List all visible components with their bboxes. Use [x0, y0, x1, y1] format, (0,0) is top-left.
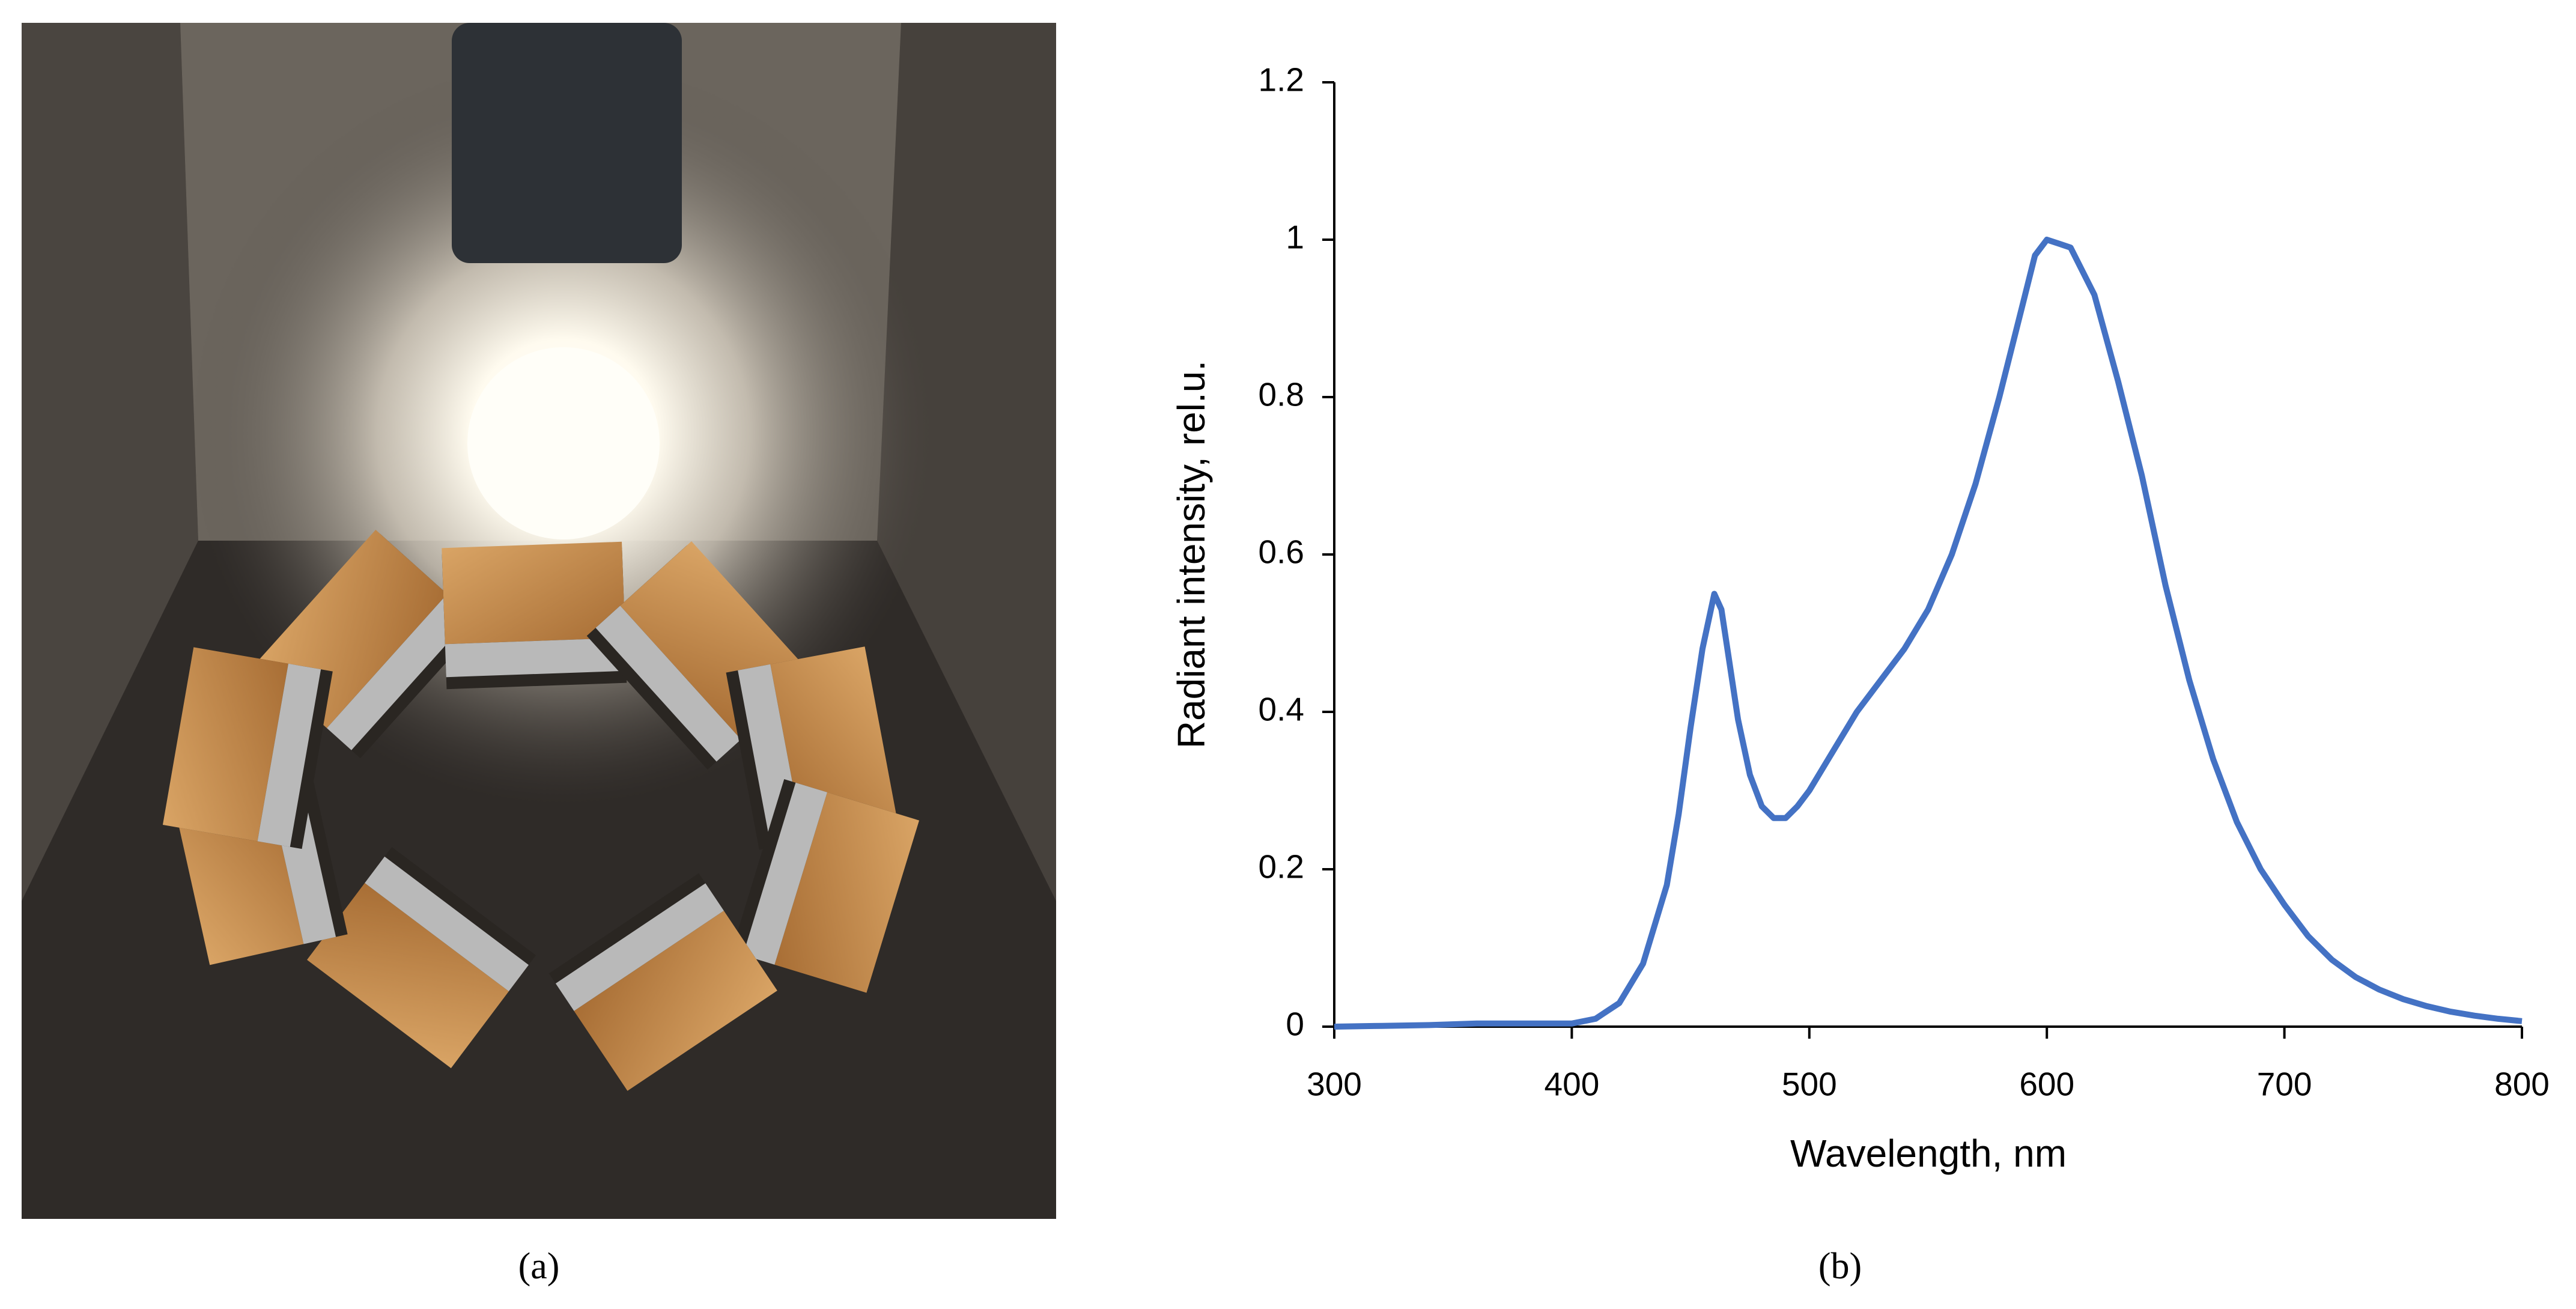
x-tick-label: 300 [1307, 1066, 1362, 1103]
caption: (b) [1818, 1246, 1862, 1287]
x-tick-label: 700 [2257, 1066, 2312, 1103]
data-line [1334, 237, 2523, 1030]
y-tick-label: 0.8 [1259, 376, 1304, 413]
sample-block [307, 846, 536, 1069]
sample-coating [257, 663, 321, 847]
sample-block [548, 873, 777, 1091]
sample-wood [307, 882, 509, 1069]
x-tick-label: 500 [1782, 1066, 1837, 1103]
sample-coating [327, 594, 472, 750]
chart: Wavelength, nm Radiant intensity, rel.u.… [1170, 61, 2550, 1175]
sample-wood [774, 792, 920, 993]
sample-wood [574, 911, 777, 1091]
sample-coating [555, 883, 724, 1011]
lamp-socket [452, 23, 682, 263]
sample-block [162, 647, 333, 849]
sample-wood [162, 647, 288, 842]
y-tick-label: 0.6 [1259, 533, 1304, 571]
y-tick-label: 1 [1286, 219, 1304, 256]
x-tick-label: 800 [2494, 1066, 2550, 1103]
y-tick-label: 0.4 [1259, 691, 1304, 728]
sample-wood [442, 541, 625, 645]
sample-block [442, 541, 627, 690]
bulb [467, 347, 660, 539]
sample-coating [743, 782, 828, 965]
y-tick-label: 0 [1286, 1006, 1304, 1043]
sample-coating [595, 606, 741, 762]
sample-coating [445, 637, 627, 678]
left-wall [22, 23, 198, 901]
y-axis-title: Radiant intensity, rel.u. [1170, 360, 1213, 749]
x-axis-title: Wavelength, nm [1790, 1132, 2067, 1175]
x-tick-label: 400 [1545, 1066, 1600, 1103]
photo [22, 23, 1056, 1219]
y-tick-label: 0.2 [1259, 848, 1304, 885]
sample-coating [365, 856, 529, 992]
sample-block [731, 779, 920, 993]
x-tick-label: 600 [2019, 1066, 2074, 1103]
y-tick-label: 1.2 [1259, 61, 1304, 99]
caption: (a) [518, 1246, 560, 1287]
samples [162, 529, 920, 1091]
right-wall [877, 23, 1056, 901]
